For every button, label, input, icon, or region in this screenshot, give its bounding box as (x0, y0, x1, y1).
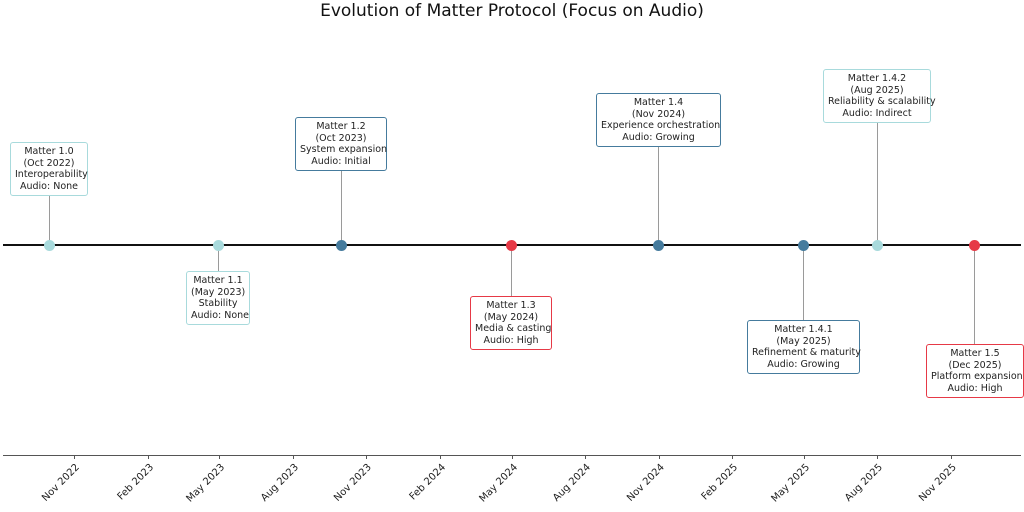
event-marker (968, 239, 980, 251)
x-tick-label: May 2025 (769, 462, 812, 505)
event-box-matter-1-3: Matter 1.3 (May 2024) Media & casting Au… (470, 296, 552, 350)
event-audio: Audio: Growing (767, 358, 840, 370)
event-date: (Dec 2025) (948, 359, 1002, 371)
event-version: Matter 1.0 (24, 146, 74, 157)
stem (48, 190, 50, 245)
x-tick (951, 455, 952, 459)
event-audio: Audio: High (947, 382, 1003, 394)
x-tick (877, 455, 878, 459)
event-theme: Reliability & scalability (828, 96, 936, 107)
event-audio: Audio: High (483, 334, 539, 346)
x-tick (74, 455, 75, 459)
x-tick (512, 455, 513, 459)
event-version: Matter 1.3 (486, 300, 536, 311)
event-version: Matter 1.4.2 (847, 73, 907, 84)
stem (657, 144, 659, 245)
event-marker (212, 239, 224, 251)
x-tick (659, 455, 660, 459)
x-tick (219, 455, 220, 459)
event-date: (May 2025) (776, 335, 831, 347)
event-date: (Oct 2023) (315, 132, 367, 144)
event-version: Matter 1.2 (316, 121, 366, 132)
x-tick-label: May 2023 (184, 462, 227, 505)
x-tick-label: Feb 2023 (115, 462, 156, 503)
stem (340, 168, 342, 245)
x-tick-label: Nov 2023 (331, 462, 374, 504)
event-marker (652, 239, 664, 251)
event-date: (Oct 2022) (23, 157, 75, 169)
event-date: (Aug 2025) (850, 84, 904, 96)
event-marker (43, 239, 55, 251)
event-theme: System expansion (300, 144, 388, 155)
x-tick-label: Aug 2023 (258, 462, 301, 504)
event-version: Matter 1.1 (193, 275, 243, 286)
x-tick-label: Aug 2025 (842, 462, 885, 504)
event-audio: Audio: None (191, 309, 250, 321)
event-theme: Platform expansion (931, 371, 1023, 382)
x-tick (440, 455, 441, 459)
event-theme: Interoperability (15, 169, 88, 180)
x-tick-label: Nov 2022 (39, 462, 82, 504)
event-box-matter-1-5: Matter 1.5 (Dec 2025) Platform expansion… (926, 344, 1024, 398)
x-tick-label: Aug 2024 (550, 462, 593, 504)
event-box-matter-1-4-2: Matter 1.4.2 (Aug 2025) Reliability & sc… (823, 69, 936, 123)
event-theme: Stability (198, 298, 238, 309)
x-tick (732, 455, 733, 459)
event-audio: Audio: None (19, 180, 78, 192)
x-tick (366, 455, 367, 459)
event-marker (797, 239, 809, 251)
x-tick-label: Feb 2024 (407, 462, 448, 503)
x-tick (585, 455, 586, 459)
event-theme: Experience orchestration (601, 120, 721, 131)
stem (802, 245, 804, 321)
event-marker (871, 239, 883, 251)
event-marker (505, 239, 517, 251)
event-audio: Audio: Indirect (842, 107, 912, 119)
stem (973, 245, 975, 345)
event-date: (May 2023) (191, 286, 246, 298)
stem (510, 245, 512, 297)
x-tick-label: Feb 2025 (699, 462, 740, 503)
event-audio: Audio: Initial (311, 155, 371, 167)
event-box-matter-1-4-1: Matter 1.4.1 (May 2025) Refinement & mat… (747, 320, 861, 374)
x-tick (148, 455, 149, 459)
x-tick (804, 455, 805, 459)
event-marker (335, 239, 347, 251)
stem (217, 245, 219, 272)
x-tick-label: May 2024 (477, 462, 520, 505)
event-theme: Refinement & maturity (752, 347, 861, 358)
event-box-matter-1-2: Matter 1.2 (Oct 2023) System expansion A… (295, 117, 387, 171)
event-date: (Nov 2024) (631, 108, 686, 120)
x-tick-label: Nov 2024 (624, 462, 667, 504)
event-box-matter-1-0: Matter 1.0 (Oct 2022) Interoperability A… (10, 142, 88, 196)
x-tick-label: Nov 2025 (916, 462, 959, 504)
event-theme: Media & casting (475, 323, 552, 334)
chart-title: Evolution of Matter Protocol (Focus on A… (320, 1, 704, 21)
stem (876, 120, 878, 245)
event-date: (May 2024) (483, 311, 539, 323)
event-version: Matter 1.5 (950, 348, 1000, 359)
event-version: Matter 1.4 (633, 97, 684, 108)
event-box-matter-1-4: Matter 1.4 (Nov 2024) Experience orchest… (596, 93, 721, 147)
event-version: Matter 1.4.1 (774, 324, 833, 335)
event-box-matter-1-1: Matter 1.1 (May 2023) Stability Audio: N… (186, 271, 250, 325)
x-tick (293, 455, 294, 459)
event-audio: Audio: Growing (622, 131, 695, 143)
